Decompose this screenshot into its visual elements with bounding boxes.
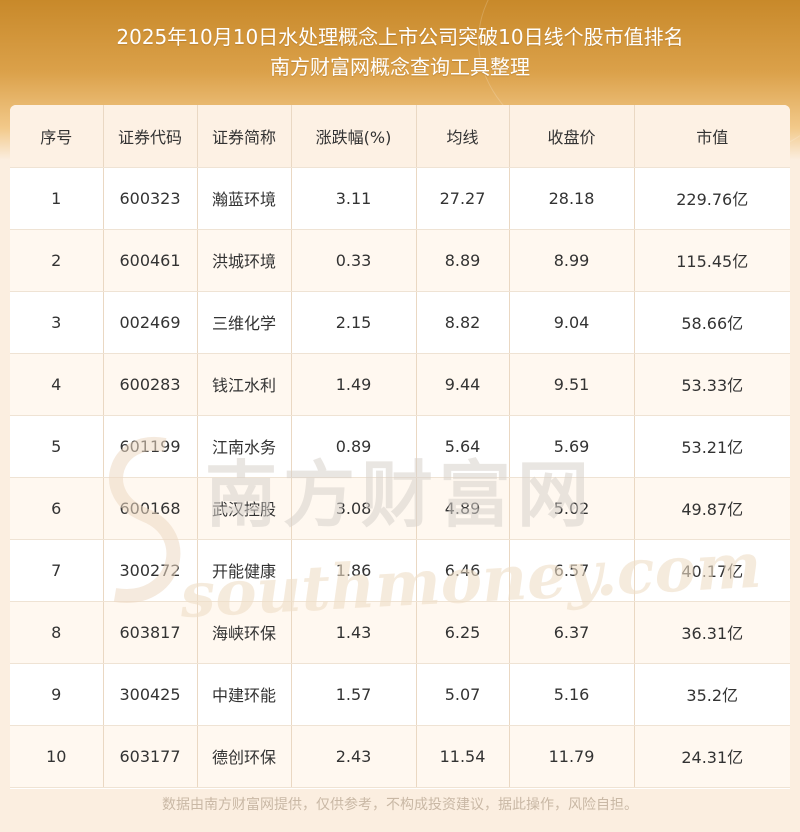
table-cell: 瀚蓝环境 [197,167,292,230]
table-cell: 洪城环境 [197,229,292,292]
table-cell: 5.69 [509,415,635,478]
column-header: 涨跌幅(%) [291,105,417,168]
table-cell: 3 [10,291,104,354]
table-cell: 1.49 [291,353,417,416]
table-cell: 7 [10,539,104,602]
table-cell: 5 [10,415,104,478]
table-cell: 武汉控股 [197,477,292,540]
table-cell: 德创环保 [197,725,292,788]
table-cell: 中建环能 [197,663,292,726]
table-cell: 0.33 [291,229,417,292]
column-header: 证券代码 [103,105,198,168]
title-line-2: 南方财富网概念查询工具整理 [270,55,530,79]
table-cell: 3.08 [291,477,417,540]
table-cell: 2 [10,229,104,292]
table-cell: 24.31亿 [634,725,790,788]
table-row: 6 600168 武汉控股 3.08 4.89 5.02 49.87亿 [10,477,790,540]
table-cell: 6.57 [509,539,635,602]
table-cell: 1.43 [291,601,417,664]
column-header: 序号 [10,105,104,168]
table-cell: 6.25 [416,601,510,664]
title-line-1: 2025年10月10日水处理概念上市公司突破10日线个股市值排名 [116,25,684,49]
table-cell: 钱江水利 [197,353,292,416]
table-cell: 11.54 [416,725,510,788]
table-cell: 江南水务 [197,415,292,478]
table-cell: 603817 [103,601,198,664]
table-cell: 600283 [103,353,198,416]
table-row: 8 603817 海峡环保 1.43 6.25 6.37 36.31亿 [10,601,790,664]
table-cell: 1.57 [291,663,417,726]
table-cell: 115.45亿 [634,229,790,292]
table-cell: 27.27 [416,167,510,230]
table-cell: 603177 [103,725,198,788]
table-cell: 36.31亿 [634,601,790,664]
column-header: 收盘价 [509,105,635,168]
table-row: 7 300272 开能健康 1.86 6.46 6.57 40.17亿 [10,539,790,602]
table-cell: 28.18 [509,167,635,230]
table-cell: 4 [10,353,104,416]
table-cell: 9.51 [509,353,635,416]
disclaimer-footer: 数据由南方财富网提供，仅供参考，不构成投资建议，据此操作，风险自担。 [162,797,638,813]
table-cell: 5.16 [509,663,635,726]
table-row: 9 300425 中建环能 1.57 5.07 5.16 35.2亿 [10,663,790,726]
table-cell: 300425 [103,663,198,726]
table-cell: 0.89 [291,415,417,478]
table-cell: 11.79 [509,725,635,788]
table-card: 序号 证券代码 证券简称 涨跌幅(%) 均线 收盘价 市值 1 600323 瀚蓝环境 3.11 2… [10,105,790,789]
table-cell: 8.82 [416,291,510,354]
table-cell: 229.76亿 [634,167,790,230]
table-header-row: 序号 证券代码 证券简称 涨跌幅(%) 均线 收盘价 市值 [10,105,790,168]
table-row: 10 603177 德创环保 2.43 11.54 11.79 24.31亿 [10,725,790,788]
table-cell: 2.43 [291,725,417,788]
table-cell: 40.17亿 [634,539,790,602]
table-body: 1 600323 瀚蓝环境 3.11 27.27 28.18 229.76亿 2 600461 洪… [10,167,790,788]
table-cell: 53.33亿 [634,353,790,416]
table-cell: 002469 [103,291,198,354]
table-cell: 9.44 [416,353,510,416]
table-cell: 9.04 [509,291,635,354]
table-row: 5 601199 江南水务 0.89 5.64 5.69 53.21亿 [10,415,790,478]
table-cell: 海峡环保 [197,601,292,664]
page-title: 2025年10月10日水处理概念上市公司突破10日线个股市值排名 南方财富网概念… [0,22,800,82]
table-cell: 5.64 [416,415,510,478]
table-cell: 2.15 [291,291,417,354]
table-row: 3 002469 三维化学 2.15 8.82 9.04 58.66亿 [10,291,790,354]
table-cell: 6 [10,477,104,540]
table-row: 4 600283 钱江水利 1.49 9.44 9.51 53.33亿 [10,353,790,416]
table-cell: 5.02 [509,477,635,540]
table-cell: 58.66亿 [634,291,790,354]
table-cell: 1.86 [291,539,417,602]
table-cell: 8 [10,601,104,664]
table-cell: 3.11 [291,167,417,230]
table-row: 1 600323 瀚蓝环境 3.11 27.27 28.18 229.76亿 [10,167,790,230]
table-cell: 35.2亿 [634,663,790,726]
stock-table: 序号 证券代码 证券简称 涨跌幅(%) 均线 收盘价 市值 1 600323 瀚蓝环境 3.11 2… [10,105,790,788]
table-cell: 6.37 [509,601,635,664]
column-header: 市值 [634,105,790,168]
table-cell: 8.89 [416,229,510,292]
table-cell: 5.07 [416,663,510,726]
table-cell: 4.89 [416,477,510,540]
table-cell: 53.21亿 [634,415,790,478]
table-cell: 开能健康 [197,539,292,602]
table-cell: 10 [10,725,104,788]
table-cell: 6.46 [416,539,510,602]
table-cell: 1 [10,167,104,230]
table-cell: 600323 [103,167,198,230]
column-header: 证券简称 [197,105,292,168]
table-cell: 49.87亿 [634,477,790,540]
column-header: 均线 [416,105,510,168]
table-cell: 300272 [103,539,198,602]
table-cell: 600168 [103,477,198,540]
table-cell: 9 [10,663,104,726]
table-row: 2 600461 洪城环境 0.33 8.89 8.99 115.45亿 [10,229,790,292]
table-cell: 三维化学 [197,291,292,354]
table-cell: 601199 [103,415,198,478]
table-cell: 600461 [103,229,198,292]
table-cell: 8.99 [509,229,635,292]
